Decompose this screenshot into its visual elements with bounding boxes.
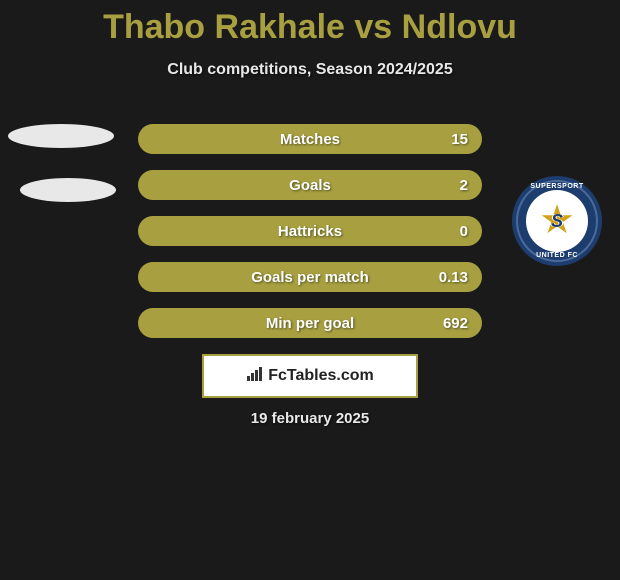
date-label: 19 february 2025 [0,410,620,427]
team-badge: SUPERSPORT ★ S UNITED FC [512,176,602,266]
comparison-title: Thabo Rakhale vs Ndlovu [0,8,620,47]
stat-label: Hattricks [278,223,342,240]
placeholder-ellipse [20,178,116,202]
stat-value: 692 [443,315,468,332]
branding-box[interactable]: FcTables.com [202,354,418,398]
vs-label: vs [354,8,392,46]
branding-text: FcTables.com [268,367,374,385]
stat-value: 15 [451,131,468,148]
stat-row-matches: Matches 15 [138,124,482,154]
placeholder-ellipse [8,124,114,148]
stat-row-mpg: Min per goal 692 [138,308,482,338]
stat-row-gpm: Goals per match 0.13 [138,262,482,292]
badge-center-letter: S [551,211,563,232]
player1-name: Thabo Rakhale [103,8,345,46]
chart-icon [246,366,264,387]
player2-name: Ndlovu [402,8,517,46]
stats-container: Matches 15 Goals 2 Hattricks 0 Goals per… [138,124,482,354]
badge-bottom-text: UNITED FC [512,252,602,259]
stat-label: Goals [289,177,331,194]
stat-label: Matches [280,131,340,148]
left-placeholder-shapes [8,124,116,202]
badge-top-text: SUPERSPORT [512,183,602,190]
stat-label: Min per goal [266,315,354,332]
stat-value: 2 [460,177,468,194]
stat-row-hattricks: Hattricks 0 [138,216,482,246]
stat-value: 0.13 [439,269,468,286]
stat-label: Goals per match [251,269,369,286]
stat-row-goals: Goals 2 [138,170,482,200]
stat-value: 0 [460,223,468,240]
subtitle: Club competitions, Season 2024/2025 [0,61,620,79]
